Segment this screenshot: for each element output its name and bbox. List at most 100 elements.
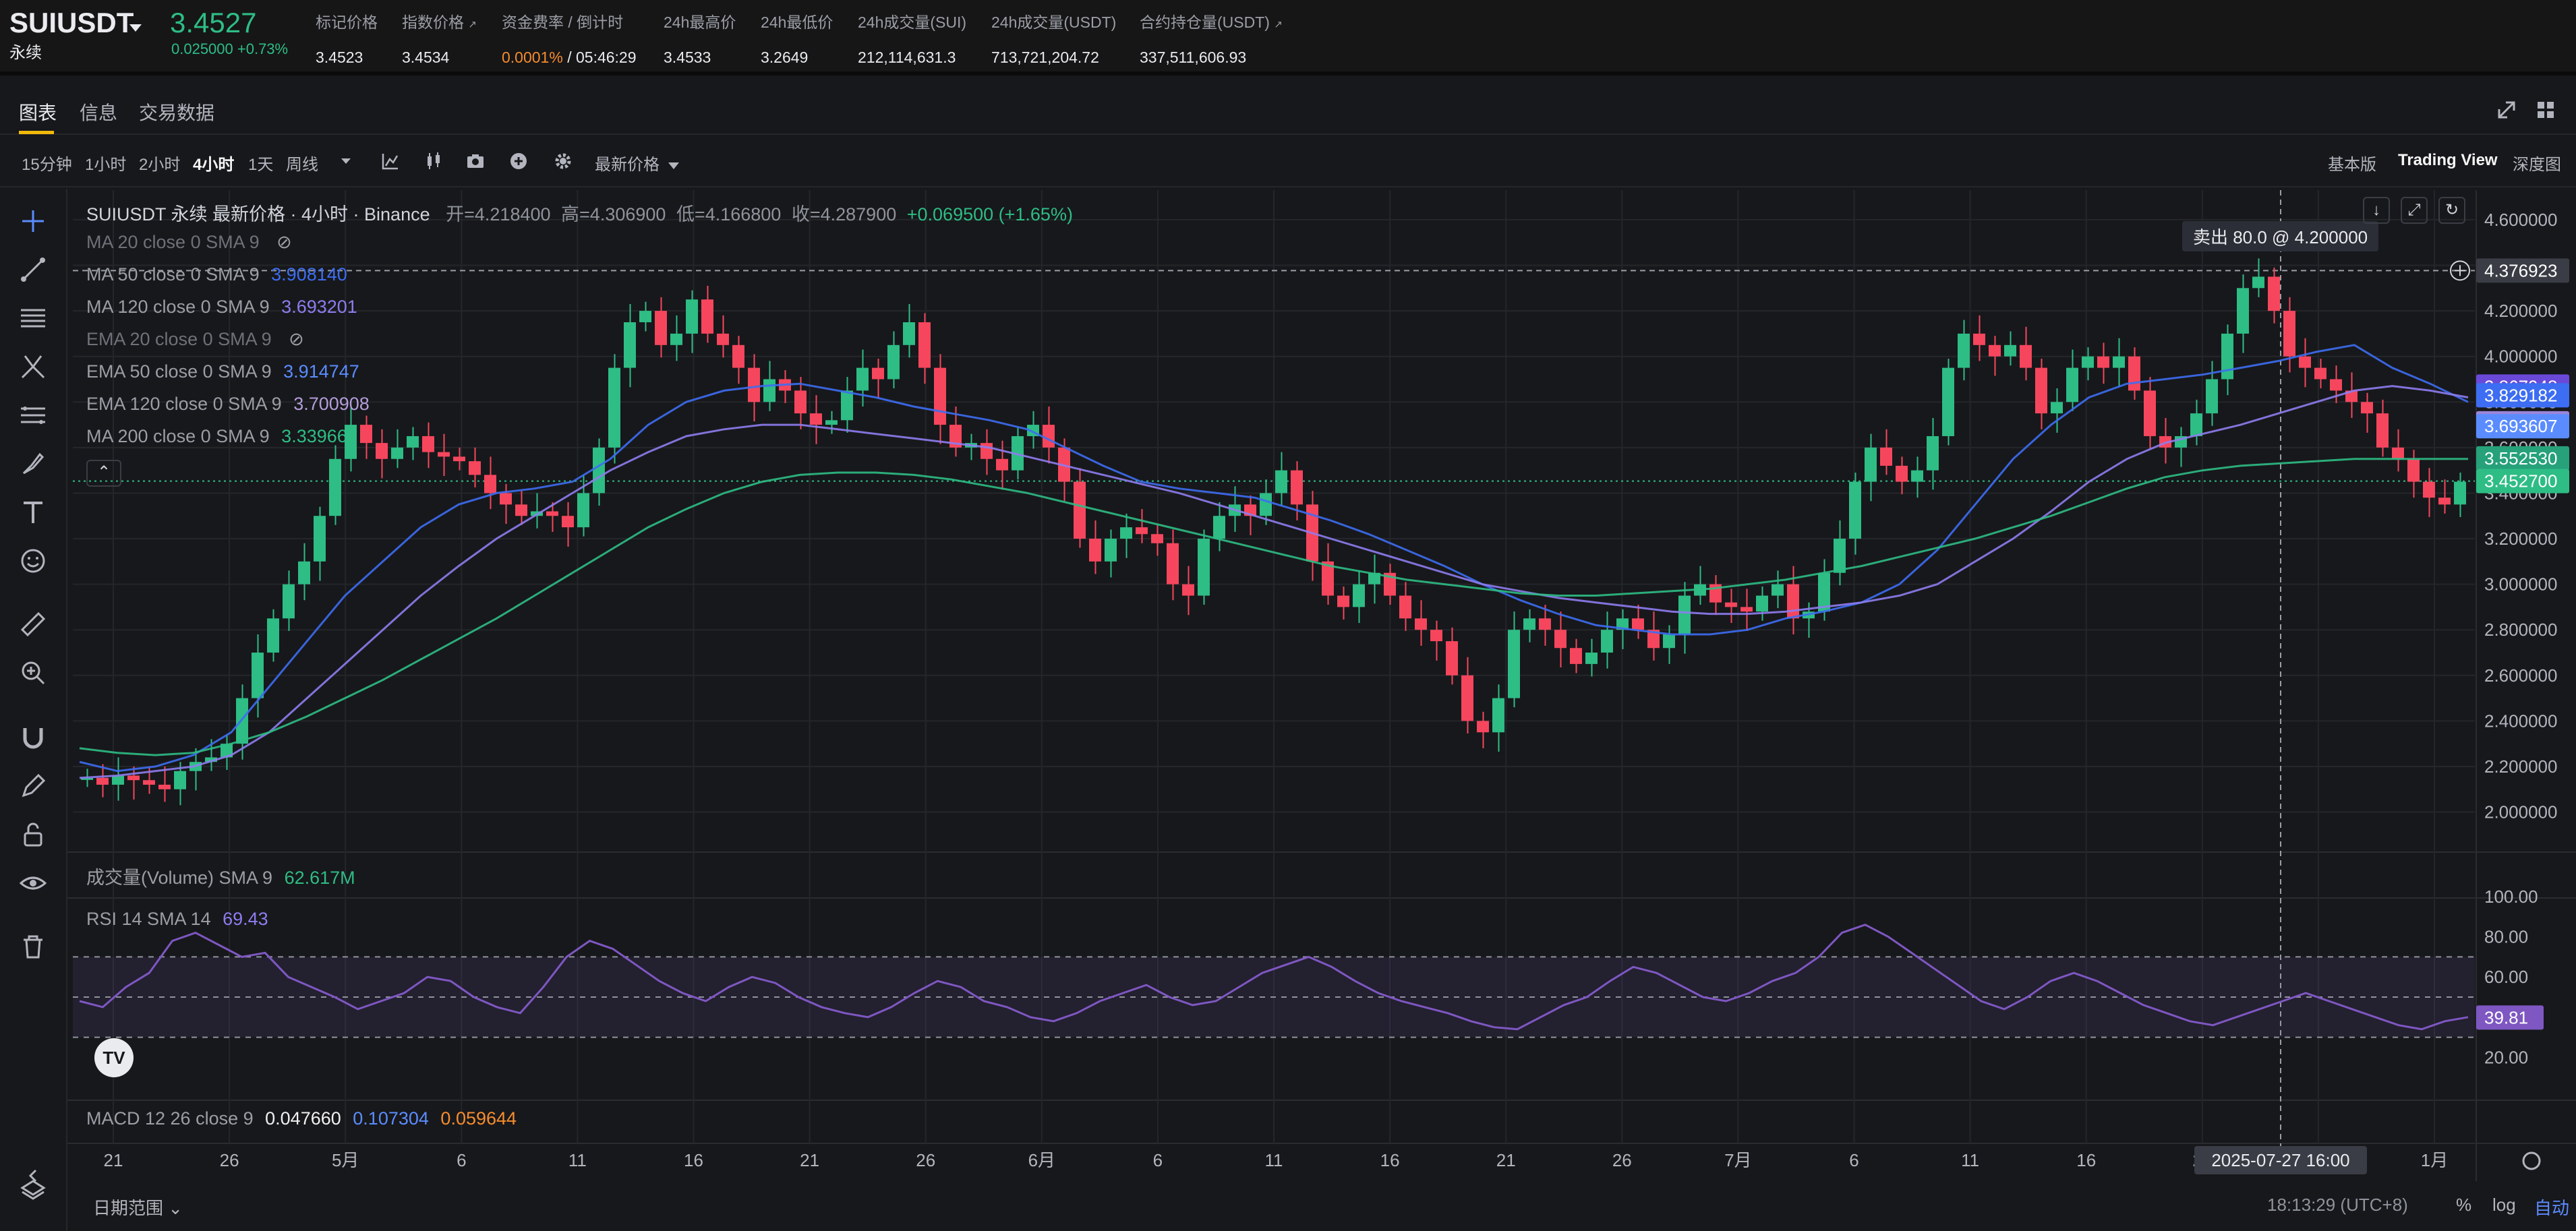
candle — [2252, 276, 2264, 289]
candle — [236, 698, 248, 744]
collapse-legend-button[interactable]: ⌃ — [86, 460, 121, 487]
x-tick-label: 7月 — [1724, 1150, 1751, 1170]
indicator-chart-icon[interactable] — [379, 150, 402, 173]
view-depth[interactable]: 深度图 — [2513, 156, 2561, 174]
candle — [918, 322, 931, 368]
x-tick-label: 6 — [1153, 1150, 1163, 1170]
ma200-line — [79, 458, 2468, 756]
stat-24h-volume-usdt: 24h成交量(USDT) 713,721,204.72 — [991, 13, 1117, 66]
tab-trading-data[interactable]: 交易数据 — [139, 102, 215, 123]
legend-ma20[interactable]: MA 20 close 0 SMA 9 ⊘ — [86, 232, 292, 252]
interval-1h[interactable]: 1小时 — [85, 156, 127, 174]
candle — [1415, 618, 1427, 630]
candle — [655, 311, 667, 345]
legend-ema20[interactable]: EMA 20 close 0 SMA 9 ⊘ — [86, 329, 304, 349]
candle — [639, 311, 651, 322]
tab-chart[interactable]: 图表 — [19, 102, 57, 123]
candle — [1554, 630, 1567, 649]
tradingview-logo[interactable]: TV — [94, 1038, 134, 1077]
trend-line-icon[interactable] — [17, 253, 49, 286]
fullscreen-icon[interactable]: ⤢ — [2401, 197, 2428, 224]
candle — [205, 757, 217, 762]
legend-macd[interactable]: MACD 12 26 close 9 0.047660 0.107304 0.0… — [86, 1108, 517, 1129]
candlestick-type-icon[interactable] — [422, 150, 445, 173]
candle — [1399, 595, 1411, 619]
candle — [1834, 539, 1846, 573]
candle — [1663, 634, 1675, 649]
last-price: 3.4527 — [170, 7, 257, 38]
legend-ma50[interactable]: MA 50 close 0 SMA 9 3.908140 — [86, 264, 347, 284]
legend-volume[interactable]: 成交量(Volume) SMA 9 62.617M — [86, 868, 355, 888]
candle — [2237, 288, 2249, 334]
fib-retracement-icon[interactable] — [17, 399, 49, 431]
legend-rsi[interactable]: RSI 14 SMA 14 69.43 — [86, 909, 268, 929]
refresh-icon[interactable]: ↻ — [2438, 197, 2465, 224]
emoji-icon[interactable] — [17, 545, 49, 577]
candle — [329, 458, 341, 516]
price-marker-label: 3.693607 — [2484, 416, 2557, 436]
layers-icon[interactable] — [17, 1173, 49, 1205]
crosshair-icon[interactable] — [17, 205, 49, 237]
y-tick-label: 4.600000 — [2484, 210, 2557, 230]
collapse-toolbar-icon[interactable] — [17, 1160, 49, 1192]
candle — [1120, 527, 1132, 539]
candle — [593, 447, 605, 493]
interval-1d[interactable]: 1天 — [248, 156, 274, 174]
stat-index-price[interactable]: 指数价格 ↗ 3.4534 — [402, 13, 477, 66]
legend-ema50[interactable]: EMA 50 close 0 SMA 9 3.914747 — [86, 361, 359, 382]
add-indicator-icon[interactable] — [507, 150, 530, 173]
stat-24h-volume-sui: 24h成交量(SUI) 212,114,631.3 — [858, 13, 967, 66]
auto-scale-toggle[interactable]: 自动 — [2534, 1198, 2570, 1218]
legend-ma200[interactable]: MA 200 close 0 SMA 9 3.339665 — [86, 426, 357, 446]
interval-2h[interactable]: 2小时 — [139, 156, 181, 174]
log-scale-toggle[interactable]: log — [2492, 1195, 2516, 1215]
gear-icon[interactable] — [552, 150, 575, 173]
candle — [1291, 470, 1303, 505]
stat-24h-high: 24h最高价 3.4533 — [664, 13, 736, 66]
trash-icon[interactable] — [17, 930, 49, 963]
symbol-selector[interactable]: SUIUSDT — [9, 7, 134, 38]
candle — [1384, 572, 1396, 596]
view-tradingview[interactable]: Trading View — [2398, 151, 2498, 169]
lock-icon[interactable] — [17, 818, 49, 851]
layout-grid-icon[interactable] — [2534, 98, 2557, 121]
candle — [96, 777, 109, 785]
x-tick-label: 6 — [457, 1150, 466, 1170]
percent-scale-toggle[interactable]: % — [2456, 1195, 2472, 1215]
zoom-in-icon[interactable] — [17, 657, 49, 689]
interval-4h[interactable]: 4小时 — [193, 156, 235, 174]
interval-1w[interactable]: 周线 — [286, 156, 318, 174]
candle — [562, 516, 574, 528]
y-tick-label: 2.800000 — [2484, 620, 2557, 640]
brush-icon[interactable] — [17, 448, 49, 480]
text-tool-icon[interactable] — [17, 496, 49, 529]
camera-icon[interactable] — [464, 150, 487, 173]
candle — [748, 367, 760, 402]
clock: 18:13:29 (UTC+8) — [2267, 1195, 2408, 1215]
legend-ma120[interactable]: MA 120 close 0 SMA 9 3.693201 — [86, 297, 357, 317]
eye-icon[interactable] — [17, 867, 49, 899]
tab-info[interactable]: 信息 — [80, 102, 118, 123]
interval-15m[interactable]: 15分钟 — [22, 156, 72, 174]
candle — [360, 425, 372, 444]
pitchfork-icon[interactable] — [17, 351, 49, 383]
candle — [717, 333, 729, 345]
horizontal-lines-icon[interactable] — [17, 302, 49, 334]
chevron-down-icon[interactable] — [129, 24, 142, 32]
download-icon[interactable]: ↓ — [2363, 197, 2390, 224]
magnet-icon[interactable] — [17, 721, 49, 754]
x-tick-label: 6 — [1849, 1150, 1858, 1170]
expand-icon[interactable] — [2495, 98, 2518, 121]
ruler-icon[interactable] — [17, 608, 49, 640]
view-basic[interactable]: 基本版 — [2328, 156, 2376, 174]
pencil-lock-icon[interactable] — [17, 770, 49, 802]
stat-open-interest[interactable]: 合约持仓量(USDT) ↗ 337,511,606.93 — [1140, 13, 1283, 66]
interval-dropdown-icon[interactable] — [334, 150, 357, 173]
price-type-selector[interactable]: 最新价格 — [595, 151, 679, 175]
candle — [2097, 356, 2109, 368]
date-range-selector[interactable]: 日期范围 ⌄ — [93, 1198, 183, 1218]
candle — [2221, 333, 2233, 380]
legend-ema120[interactable]: EMA 120 close 0 SMA 9 3.700908 — [86, 394, 370, 414]
candle — [1477, 721, 1489, 733]
